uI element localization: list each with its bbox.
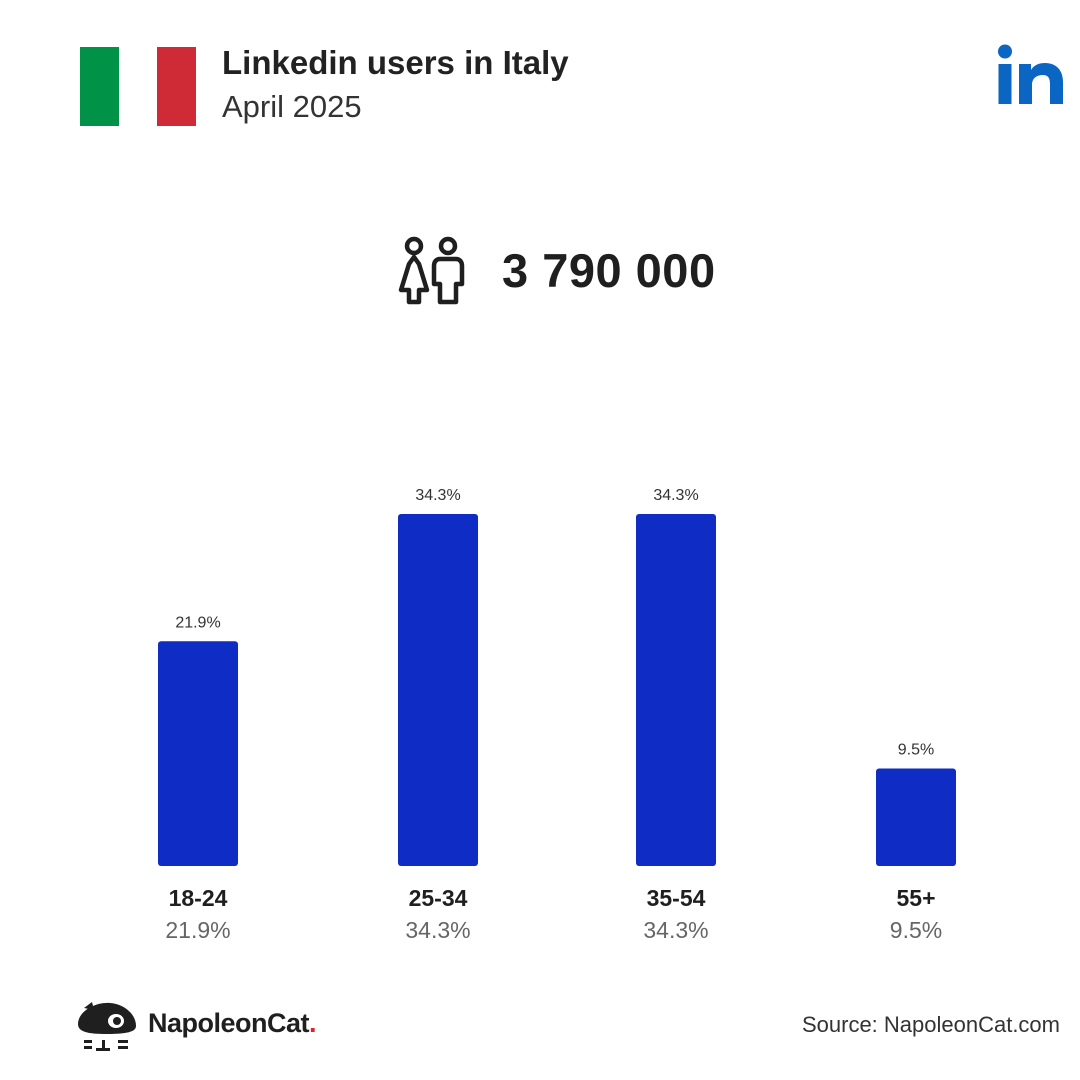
bar-value-label: 9.5% [898, 742, 934, 759]
total-users: 3 790 000 [396, 234, 716, 306]
flag-stripe-white [118, 47, 158, 126]
people-icon [398, 236, 465, 305]
italy-flag-icon [80, 47, 197, 126]
category-label: 35-54 [647, 885, 706, 911]
bar-value-label: 34.3% [415, 487, 460, 504]
page-subtitle: April 2025 [222, 89, 362, 124]
category-percent-label: 34.3% [643, 917, 708, 943]
category-label: 25-34 [409, 885, 468, 911]
napoleoncat-brand: NapoleonCat. [148, 1008, 317, 1039]
linkedin-logo-icon [998, 44, 1063, 104]
bar-35-54 [636, 514, 716, 866]
category-label: 18-24 [169, 885, 228, 911]
page-title: Linkedin users in Italy [222, 44, 569, 81]
flag-stripe-red [157, 47, 197, 126]
bar-25-34 [398, 514, 478, 866]
total-users-value: 3 790 000 [502, 243, 716, 297]
brand-name: NapoleonCat [148, 1008, 310, 1038]
napoleoncat-logo-icon [78, 1002, 136, 1051]
category-percent-label: 9.5% [890, 917, 942, 943]
category-percent-label: 34.3% [405, 917, 470, 943]
bar-value-label: 34.3% [653, 487, 698, 504]
flag-stripe-green [80, 47, 119, 126]
bar-55+ [876, 768, 956, 866]
category-percent-label: 21.9% [165, 917, 230, 943]
bar-18-24 [158, 641, 238, 866]
bar-value-label: 21.9% [175, 614, 220, 631]
source-credit: Source: NapoleonCat.com [801, 1012, 1060, 1037]
category-label: 55+ [896, 885, 935, 911]
brand-dot: . [309, 1008, 317, 1038]
